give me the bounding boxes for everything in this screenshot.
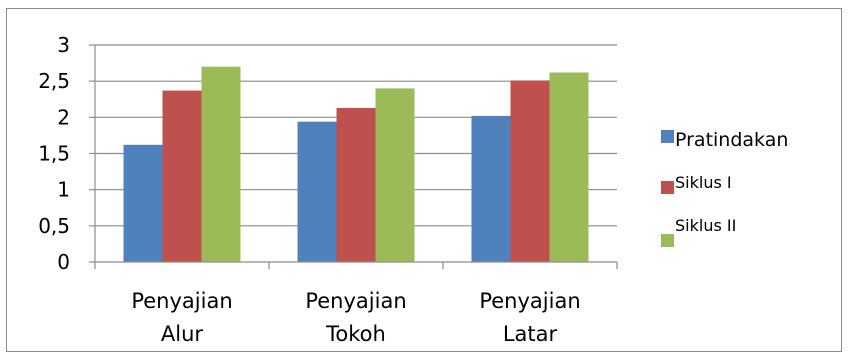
bar <box>375 88 415 263</box>
y-tick-label: 0,5 <box>38 214 70 238</box>
x-category-label: Tokoh <box>325 322 386 346</box>
legend-swatch <box>661 181 674 194</box>
bar <box>510 80 550 263</box>
x-category-label: Alur <box>161 322 204 346</box>
y-tick-label: 2,5 <box>38 69 70 93</box>
bar <box>471 115 511 263</box>
x-category-label: Penyajian <box>131 289 232 313</box>
y-tick-label: 1 <box>57 178 70 202</box>
y-tick-label: 3 <box>57 33 70 57</box>
x-category-label: Penyajian <box>305 289 406 313</box>
bar <box>336 107 376 263</box>
legend-label: Pratindakan <box>675 129 788 151</box>
legend-label: Siklus I <box>675 173 732 192</box>
y-tick-label: 0 <box>57 250 70 274</box>
bar <box>162 90 202 262</box>
x-category-labels: Penyajian Alur Penyajian Tokoh Penyajian Lata… <box>131 289 580 346</box>
bar <box>549 72 589 262</box>
legend-label: Siklus II <box>675 216 736 235</box>
bars <box>123 66 589 263</box>
axes <box>89 44 618 269</box>
x-category-label: Latar <box>503 322 558 346</box>
legend: Pratindakan Siklus I Siklus II <box>661 129 788 247</box>
legend-swatch <box>661 234 674 247</box>
x-category-label: Penyajian <box>479 289 580 313</box>
bar <box>123 144 163 262</box>
bar <box>297 121 337 262</box>
y-tick-labels: 0 0,5 1 1,5 2 2,5 3 <box>38 33 70 274</box>
y-tick-label: 2 <box>57 105 70 129</box>
bar <box>201 66 241 262</box>
y-tick-label: 1,5 <box>38 142 70 166</box>
legend-swatch <box>661 130 674 143</box>
